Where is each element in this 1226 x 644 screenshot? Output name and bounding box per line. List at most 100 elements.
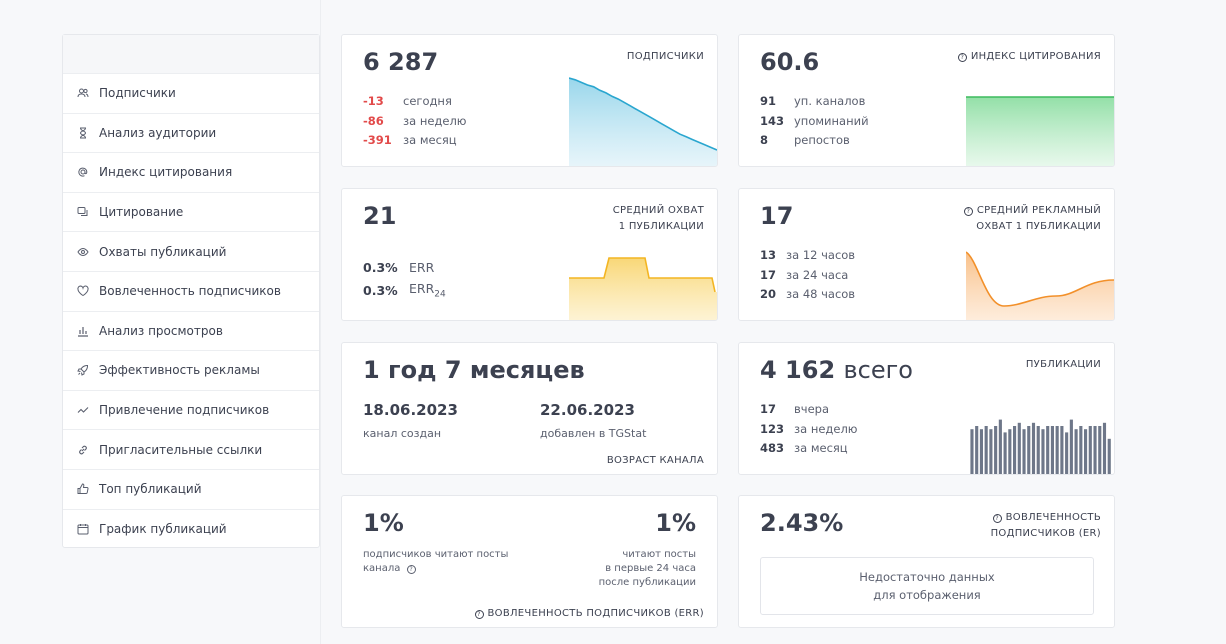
stat-row: -13 сегодня xyxy=(363,91,466,111)
subscribers-line xyxy=(569,77,717,151)
posts-bar xyxy=(1031,422,1036,474)
stat-value: 8 xyxy=(760,133,769,148)
sidebar-menu: Подписчики Анализ аудитории Индекс цитиров… xyxy=(63,74,319,549)
help-icon[interactable]: ? xyxy=(963,207,973,216)
sidebar-item-10[interactable]: Пригласительные ссылки xyxy=(63,430,319,470)
channel-age-card[interactable]: 1 год 7 месяцев 18.06.2023 канал создан … xyxy=(341,342,718,475)
posts-total: 4 162 всего xyxy=(760,356,913,384)
sidebar-item-5[interactable]: Охваты публикаций xyxy=(63,232,319,272)
sidebar-item-8[interactable]: Эффективность рекламы xyxy=(63,351,319,391)
rocket-icon xyxy=(76,363,90,377)
hourglass-icon xyxy=(76,126,90,140)
sidebar-item-label: Пригласительные ссылки xyxy=(99,442,263,457)
stat-label: за 24 часа xyxy=(786,267,849,282)
posts-bar xyxy=(1003,432,1007,474)
sidebar-item-label: Привлечение подписчиков xyxy=(99,403,270,418)
posts-card[interactable]: 4 162 всего ПУБЛИКАЦИИ 17 вчера 123 за нед… xyxy=(738,342,1115,475)
subscribers-sparkline xyxy=(569,76,717,166)
stat-value: 17 xyxy=(760,401,777,416)
stat-label: за 12 часов xyxy=(786,247,856,262)
posts-bar xyxy=(998,419,1002,474)
stat-value: 0.3% xyxy=(363,283,398,298)
sidebar-item-label: Топ публикаций xyxy=(99,482,202,497)
engagement-err-card[interactable]: 1% подписчиков читают посты канала ? 1% ч… xyxy=(341,495,718,628)
sidebar-item-11[interactable]: Топ публикаций xyxy=(63,470,319,510)
stat-label: ERR24 xyxy=(409,281,446,300)
created-date: 18.06.2023 xyxy=(363,401,458,419)
ad-reach-area xyxy=(966,252,1114,320)
posts-bar xyxy=(1050,426,1054,474)
posts-bar xyxy=(1093,426,1097,474)
stat-label: сегодня xyxy=(403,93,452,108)
err-right-value: 1% xyxy=(655,509,696,537)
sidebar-item-4[interactable]: Цитирование xyxy=(63,193,319,233)
posts-bar-chart xyxy=(970,404,1112,474)
stat-label: ERR xyxy=(409,260,435,275)
link-icon xyxy=(76,443,90,457)
sidebar-item-9[interactable]: Привлечение подписчиков xyxy=(63,391,319,431)
calendar-icon xyxy=(76,522,90,536)
posts-bar xyxy=(1036,426,1040,474)
posts-bar xyxy=(979,429,983,474)
avg-reach-value: 21 xyxy=(363,202,397,230)
sidebar-item-label: График публикаций xyxy=(99,522,227,537)
help-icon[interactable]: ? xyxy=(474,610,484,619)
stat-value: 20 xyxy=(760,287,777,302)
stat-label: вчера xyxy=(794,401,829,416)
subscribers-card-title: ПОДПИСЧИКИ xyxy=(626,51,704,62)
at-icon xyxy=(76,165,90,179)
ad-reach-value: 17 xyxy=(760,202,794,230)
sidebar-item-label: Охваты публикаций xyxy=(99,244,227,259)
sidebar-item-label: Вовлеченность подписчиков xyxy=(99,284,281,299)
no-data-placeholder: Недостаточно данных для отображения xyxy=(760,557,1094,615)
sidebar-item-7[interactable]: Анализ просмотров xyxy=(63,312,319,352)
posts-bar xyxy=(1008,429,1012,474)
quote-icon xyxy=(76,205,90,219)
trend-icon xyxy=(76,403,90,417)
sidebar-item-12[interactable]: График публикаций xyxy=(63,510,319,550)
sidebar-item-2[interactable]: Анализ аудитории xyxy=(63,114,319,154)
sidebar: Подписчики Анализ аудитории Индекс цитиров… xyxy=(62,34,320,548)
err-left-value: 1% xyxy=(363,509,404,537)
added-label: добавлен в TGStat xyxy=(540,427,647,440)
reach-card[interactable]: 21 СРЕДНИЙ ОХВАТ 1 ПУБЛИКАЦИИ 0.3% ERR 0.3… xyxy=(341,188,718,321)
stat-label: репостов xyxy=(794,133,850,148)
stat-value: -391 xyxy=(363,133,392,148)
stat-value: 0.3% xyxy=(363,260,398,275)
sidebar-item-label: Цитирование xyxy=(99,205,184,220)
added-date: 22.06.2023 xyxy=(540,401,635,419)
posts-bar xyxy=(1107,438,1111,474)
posts-stats: 17 вчера 123 за неделю 483 за месяц xyxy=(760,399,857,458)
stat-value: 17 xyxy=(760,267,777,282)
citation-card-title: ? ИНДЕКС ЦИТИРОВАНИЯ xyxy=(957,49,1101,65)
help-icon[interactable]: ? xyxy=(957,53,967,62)
ad-reach-stats: 13 за 12 часов 17 за 24 часа 20 за 48 часов xyxy=(760,245,855,304)
sidebar-item-6[interactable]: Вовлеченность подписчиков xyxy=(63,272,319,312)
subscribers-count: 6 287 xyxy=(363,48,439,76)
help-icon[interactable]: ? xyxy=(406,565,416,574)
stat-row: 8 репостов xyxy=(760,130,869,150)
posts-bar xyxy=(1079,426,1083,474)
engagement-er-card[interactable]: 2.43% ? ВОВЛЕЧЕННОСТЬ ПОДПИСЧИКОВ (ER) Нед… xyxy=(738,495,1115,628)
posts-bar xyxy=(1098,426,1102,474)
stat-label: за неделю xyxy=(794,421,858,436)
stat-row: 483 за месяц xyxy=(760,438,857,458)
er-value: 2.43% xyxy=(760,509,844,537)
help-icon[interactable]: ? xyxy=(992,514,1002,523)
sidebar-item-1[interactable]: Подписчики xyxy=(63,74,319,114)
channel-age-value: 1 год 7 месяцев xyxy=(363,356,585,384)
stat-label: за 48 часов xyxy=(786,287,856,302)
stat-row: 17 вчера xyxy=(760,399,857,419)
divider xyxy=(320,0,321,644)
citation-card[interactable]: 60.6 ? ИНДЕКС ЦИТИРОВАНИЯ 91 уп. каналов 1… xyxy=(738,34,1115,167)
ad-reach-card[interactable]: 17 ? СРЕДНИЙ РЕКЛАМНЫЙ ОХВАТ 1 ПУБЛИКАЦИИ … xyxy=(738,188,1115,321)
subscribers-card[interactable]: 6 287 ПОДПИСЧИКИ -13 сегодня -86 за неделю… xyxy=(341,34,718,167)
stat-value: 123 xyxy=(760,421,785,436)
ad-reach-card-title: ? СРЕДНИЙ РЕКЛАМНЫЙ ОХВАТ 1 ПУБЛИКАЦИИ xyxy=(963,203,1101,235)
ad-reach-line xyxy=(966,251,1114,307)
sidebar-item-label: Подписчики xyxy=(99,86,176,101)
sidebar-item-3[interactable]: Индекс цитирования xyxy=(63,153,319,193)
stat-row: 123 за неделю xyxy=(760,419,857,439)
stat-value: -86 xyxy=(363,113,384,128)
reach-card-title: СРЕДНИЙ ОХВАТ 1 ПУБЛИКАЦИИ xyxy=(612,205,704,232)
